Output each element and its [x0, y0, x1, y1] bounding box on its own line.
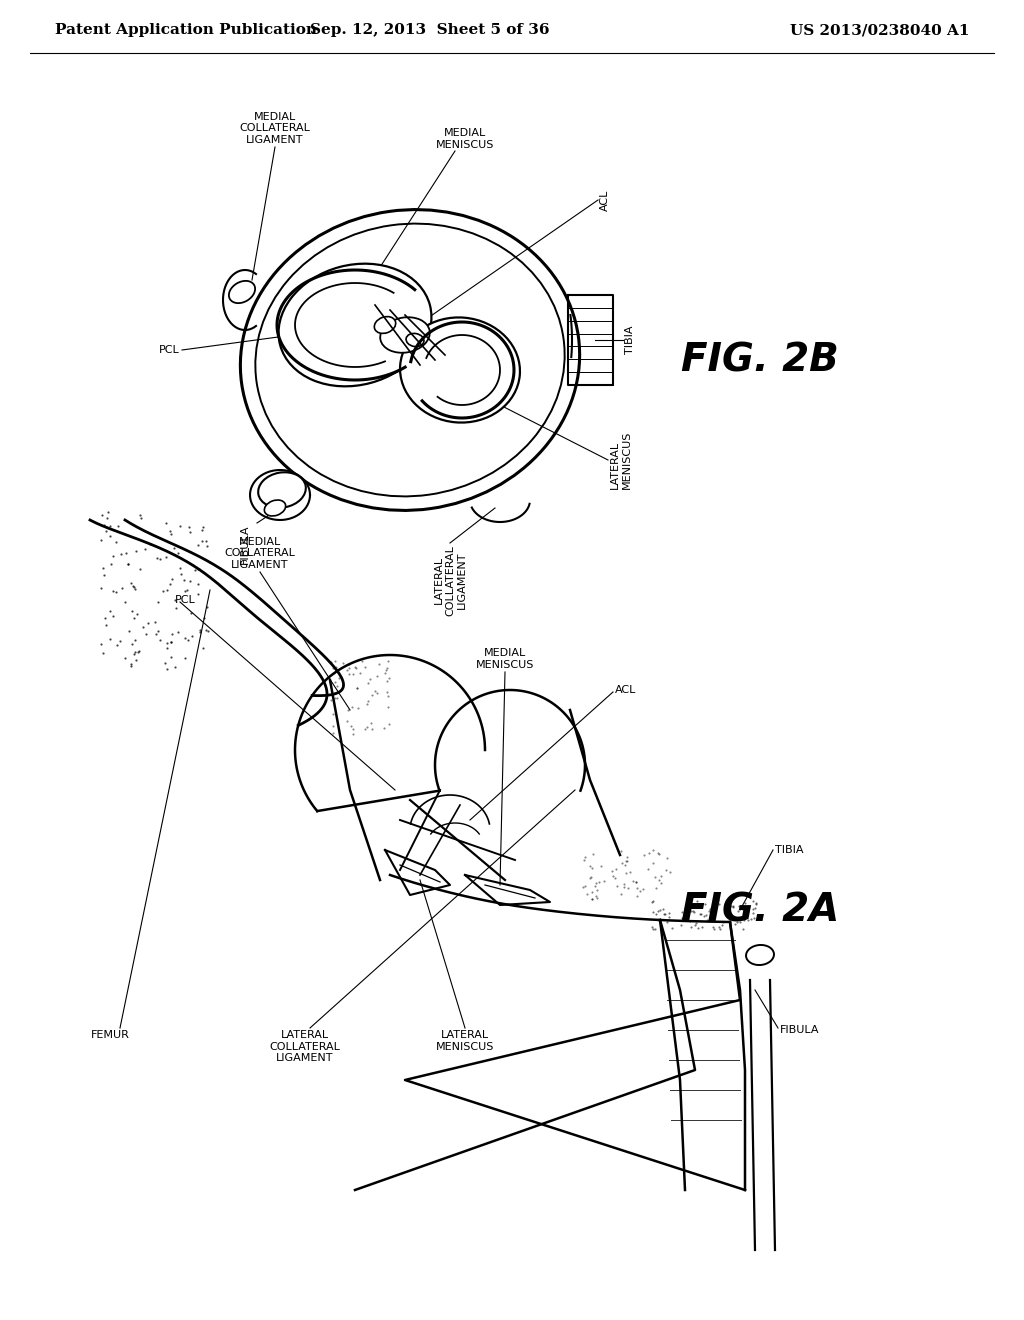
Ellipse shape: [255, 223, 564, 496]
Ellipse shape: [380, 317, 430, 352]
Ellipse shape: [258, 473, 306, 508]
Text: LATERAL
MENISCUS: LATERAL MENISCUS: [436, 1030, 495, 1052]
Text: MEDIAL
MENISCUS: MEDIAL MENISCUS: [476, 648, 535, 671]
Text: ACL: ACL: [615, 685, 636, 696]
Text: FIG. 2B: FIG. 2B: [681, 341, 839, 379]
Text: FIBULA: FIBULA: [780, 1026, 819, 1035]
Text: LATERAL
COLLATERAL
LIGAMENT: LATERAL COLLATERAL LIGAMENT: [269, 1030, 340, 1063]
Ellipse shape: [229, 281, 255, 304]
Text: ACL: ACL: [600, 189, 610, 211]
Text: PCL: PCL: [160, 345, 180, 355]
Text: Sep. 12, 2013  Sheet 5 of 36: Sep. 12, 2013 Sheet 5 of 36: [310, 22, 550, 37]
Text: TIBIA: TIBIA: [775, 845, 804, 855]
Text: Patent Application Publication: Patent Application Publication: [55, 22, 317, 37]
Text: FIBULA: FIBULA: [240, 525, 250, 565]
Text: MEDIAL
COLLATERAL
LIGAMENT: MEDIAL COLLATERAL LIGAMENT: [224, 537, 296, 570]
Text: FIG. 2A: FIG. 2A: [681, 891, 839, 929]
Ellipse shape: [241, 210, 580, 511]
Text: FEMUR: FEMUR: [90, 1030, 129, 1040]
Text: LATERAL
COLLATERAL
LIGAMENT: LATERAL COLLATERAL LIGAMENT: [433, 545, 467, 616]
Text: TIBIA: TIBIA: [625, 326, 635, 354]
Text: MEDIAL
MENISCUS: MEDIAL MENISCUS: [436, 128, 495, 150]
Text: MEDIAL
COLLATERAL
LIGAMENT: MEDIAL COLLATERAL LIGAMENT: [240, 112, 310, 145]
Text: LATERAL
MENISCUS: LATERAL MENISCUS: [610, 430, 632, 490]
Ellipse shape: [264, 500, 286, 516]
Ellipse shape: [279, 264, 431, 387]
Ellipse shape: [400, 317, 520, 422]
Ellipse shape: [375, 317, 395, 334]
Text: US 2013/0238040 A1: US 2013/0238040 A1: [791, 22, 970, 37]
Text: PCL: PCL: [175, 595, 196, 605]
Ellipse shape: [407, 334, 424, 347]
Ellipse shape: [746, 945, 774, 965]
